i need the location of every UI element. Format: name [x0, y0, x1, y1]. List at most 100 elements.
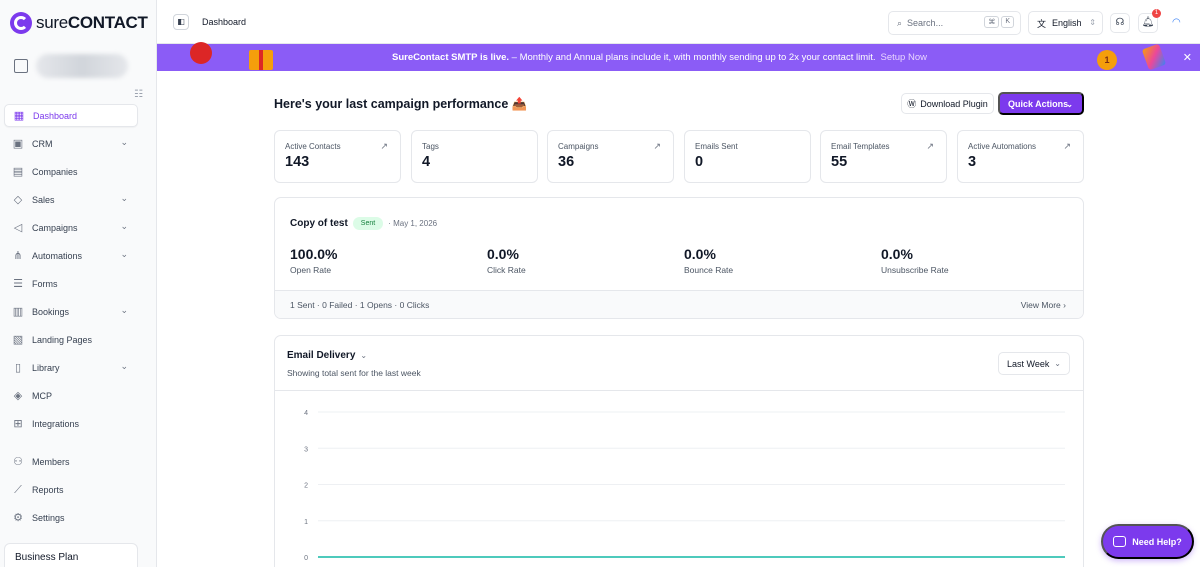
connection-icon[interactable]: ◠ [1172, 17, 1181, 28]
notification-badge: 1 [1152, 9, 1161, 18]
campaign-performance-card: Copy of test Sent · May 1, 2026 100.0% O… [274, 197, 1084, 319]
stat-value: 0 [695, 154, 704, 170]
chevron-down-icon: ⌄ [360, 351, 368, 360]
stat-value: 3 [968, 154, 977, 170]
sidebar-toggle-icon[interactable]: ◧ [173, 14, 189, 30]
sidebar-item-settings[interactable]: ⚙ Settings [4, 506, 138, 529]
notifications-bell-icon[interactable]: 🔔︎ 1 [1138, 9, 1161, 33]
sidebar-item-label: Reports [32, 484, 64, 495]
building-icon [14, 59, 28, 73]
search-input[interactable]: ⌕ Search... ⌘ K [888, 11, 1021, 35]
view-more-label: View More [1020, 300, 1061, 310]
medal-icon: 1 [1097, 50, 1117, 70]
date-range-value: Last Week [1007, 359, 1050, 369]
stat-card-tags[interactable]: Tags 4 [411, 130, 538, 183]
campaign-header: Copy of test Sent · May 1, 2026 [290, 217, 437, 230]
chevron-down-icon: ⌄ [120, 249, 128, 259]
arrow-up-right-icon: ↗ [1063, 141, 1071, 151]
stat-label: Emails Sent [695, 142, 738, 151]
need-help-button[interactable]: Need Help? [1101, 524, 1194, 559]
metric-value: 100.0% [290, 246, 338, 262]
stat-card-email-templates[interactable]: Email Templates 55 ↗ [820, 130, 947, 183]
sidebar-item-dashboard[interactable]: ▦ Dashboard [4, 104, 138, 127]
stat-value: 55 [831, 154, 848, 170]
view-more-link[interactable]: View More › [1021, 300, 1066, 310]
sidebar: sureCONTACT ☷ ▦ Dashboard ▣ CRM ⌄ ▤ Comp… [0, 0, 157, 567]
sidebar-item-landing-pages[interactable]: ▧ Landing Pages [4, 328, 138, 351]
sidebar-item-label: Library [32, 362, 60, 373]
need-help-label: Need Help? [1132, 536, 1182, 547]
campaign-footer: 1 Sent · 0 Failed · 1 Opens · 0 Clicks V… [275, 290, 1083, 318]
stat-card-emails-sent[interactable]: Emails Sent 0 [684, 130, 811, 183]
sidebar-item-library[interactable]: ▯ Library ⌄ [4, 356, 138, 379]
sidebar-item-automations[interactable]: ⋔ Automations ⌄ [4, 244, 138, 267]
campaign-title: Copy of test [290, 218, 348, 229]
arrow-up-right-icon: ↗ [926, 141, 934, 151]
sidebar-item-members[interactable]: ⚇ Members [4, 450, 138, 473]
puzzle-icon: ⊞ [13, 417, 23, 430]
close-icon[interactable]: ✕ [1182, 52, 1192, 64]
mcp-icon: ◈ [13, 389, 23, 402]
sidebar-item-reports[interactable]: ⟋ Reports [4, 478, 138, 501]
stat-label: Active Contacts [285, 142, 341, 151]
search-placeholder: Search... [907, 18, 944, 28]
sidebar-item-label: Members [32, 456, 70, 467]
stat-value: 143 [285, 154, 310, 170]
quick-actions-button[interactable]: Quick Actions ⌄ [998, 92, 1084, 115]
sidebar-item-mcp[interactable]: ◈ MCP [4, 384, 138, 407]
sidebar-item-forms[interactable]: ☰ Forms [4, 272, 138, 295]
wordpress-icon: Ⓦ [907, 99, 917, 109]
sidebar-item-crm[interactable]: ▣ CRM ⌄ [4, 132, 138, 155]
language-select[interactable]: 文 English ⇕ [1028, 11, 1103, 35]
workspace-switcher[interactable] [14, 54, 128, 78]
stat-value: 4 [422, 154, 431, 170]
download-plugin-button[interactable]: Ⓦ Download Plugin [901, 93, 994, 114]
y-tick-label: 2 [304, 483, 308, 490]
banner-message: SureContact SMTP is live. – Monthly and … [392, 52, 927, 63]
main-content: Here's your last campaign performance 📤 … [157, 71, 1200, 567]
setup-now-link[interactable]: Setup Now [880, 52, 927, 63]
metric-click-rate: 0.0% Click Rate [487, 246, 526, 275]
sidebar-collapse-icon[interactable]: ☷ [134, 89, 143, 100]
plan-card[interactable]: Business Plan [4, 543, 138, 567]
users-icon: ⚇ [13, 455, 23, 468]
sidebar-item-sales[interactable]: ◇ Sales ⌄ [4, 188, 138, 211]
sidebar-item-bookings[interactable]: ▥ Bookings ⌄ [4, 300, 138, 323]
sidebar-item-label: Sales [32, 194, 55, 205]
sidebar-item-label: Bookings [32, 306, 70, 317]
grid-icon: ▦ [13, 109, 25, 122]
metric-value: 0.0% [487, 246, 519, 262]
y-tick-label: 4 [304, 410, 308, 417]
y-tick-label: 0 [304, 555, 308, 562]
contact-card-icon: ▣ [12, 137, 24, 150]
email-delivery-title: Email Delivery [287, 350, 356, 361]
support-headset-icon[interactable]: ☊ [1110, 13, 1130, 33]
chevron-down-icon: ⌄ [1066, 100, 1073, 109]
megaphone-icon: ◁ [13, 221, 23, 234]
date-range-select[interactable]: Last Week ⌄ [998, 352, 1070, 375]
workflow-icon: ⋔ [13, 249, 23, 262]
layout-icon: ▧ [12, 333, 24, 346]
gear-icon: ⚙ [13, 511, 23, 524]
metric-label: Bounce Rate [684, 265, 734, 275]
gift-icon [249, 50, 273, 70]
sidebar-item-label: Dashboard [33, 110, 78, 121]
metric-bounce-rate: 0.0% Bounce Rate [684, 246, 733, 275]
logo[interactable]: sureCONTACT [10, 11, 148, 35]
sidebar-item-integrations[interactable]: ⊞ Integrations [4, 412, 138, 435]
stat-card-campaigns[interactable]: Campaigns 36 ↗ [547, 130, 674, 183]
announcement-banner: SureContact SMTP is live. – Monthly and … [157, 42, 1200, 71]
sidebar-item-campaigns[interactable]: ◁ Campaigns ⌄ [4, 216, 138, 239]
calendar-icon: ▥ [12, 305, 24, 318]
chevron-down-icon: ⌄ [120, 361, 128, 371]
stat-card-active-contacts[interactable]: Active Contacts 143 ↗ [274, 130, 401, 183]
metric-label: Click Rate [487, 265, 526, 275]
email-delivery-dropdown[interactable]: Email Delivery ⌄ [287, 350, 367, 361]
language-label: English [1052, 18, 1082, 28]
chat-icon [1113, 536, 1127, 547]
sidebar-item-companies[interactable]: ▤ Companies [4, 160, 138, 183]
kbd-cmd: ⌘ [984, 16, 1000, 28]
stat-card-active-automations[interactable]: Active Automations 3 ↗ [957, 130, 1084, 183]
translate-icon: 文 [1037, 18, 1047, 29]
form-icon: ☰ [13, 277, 23, 290]
